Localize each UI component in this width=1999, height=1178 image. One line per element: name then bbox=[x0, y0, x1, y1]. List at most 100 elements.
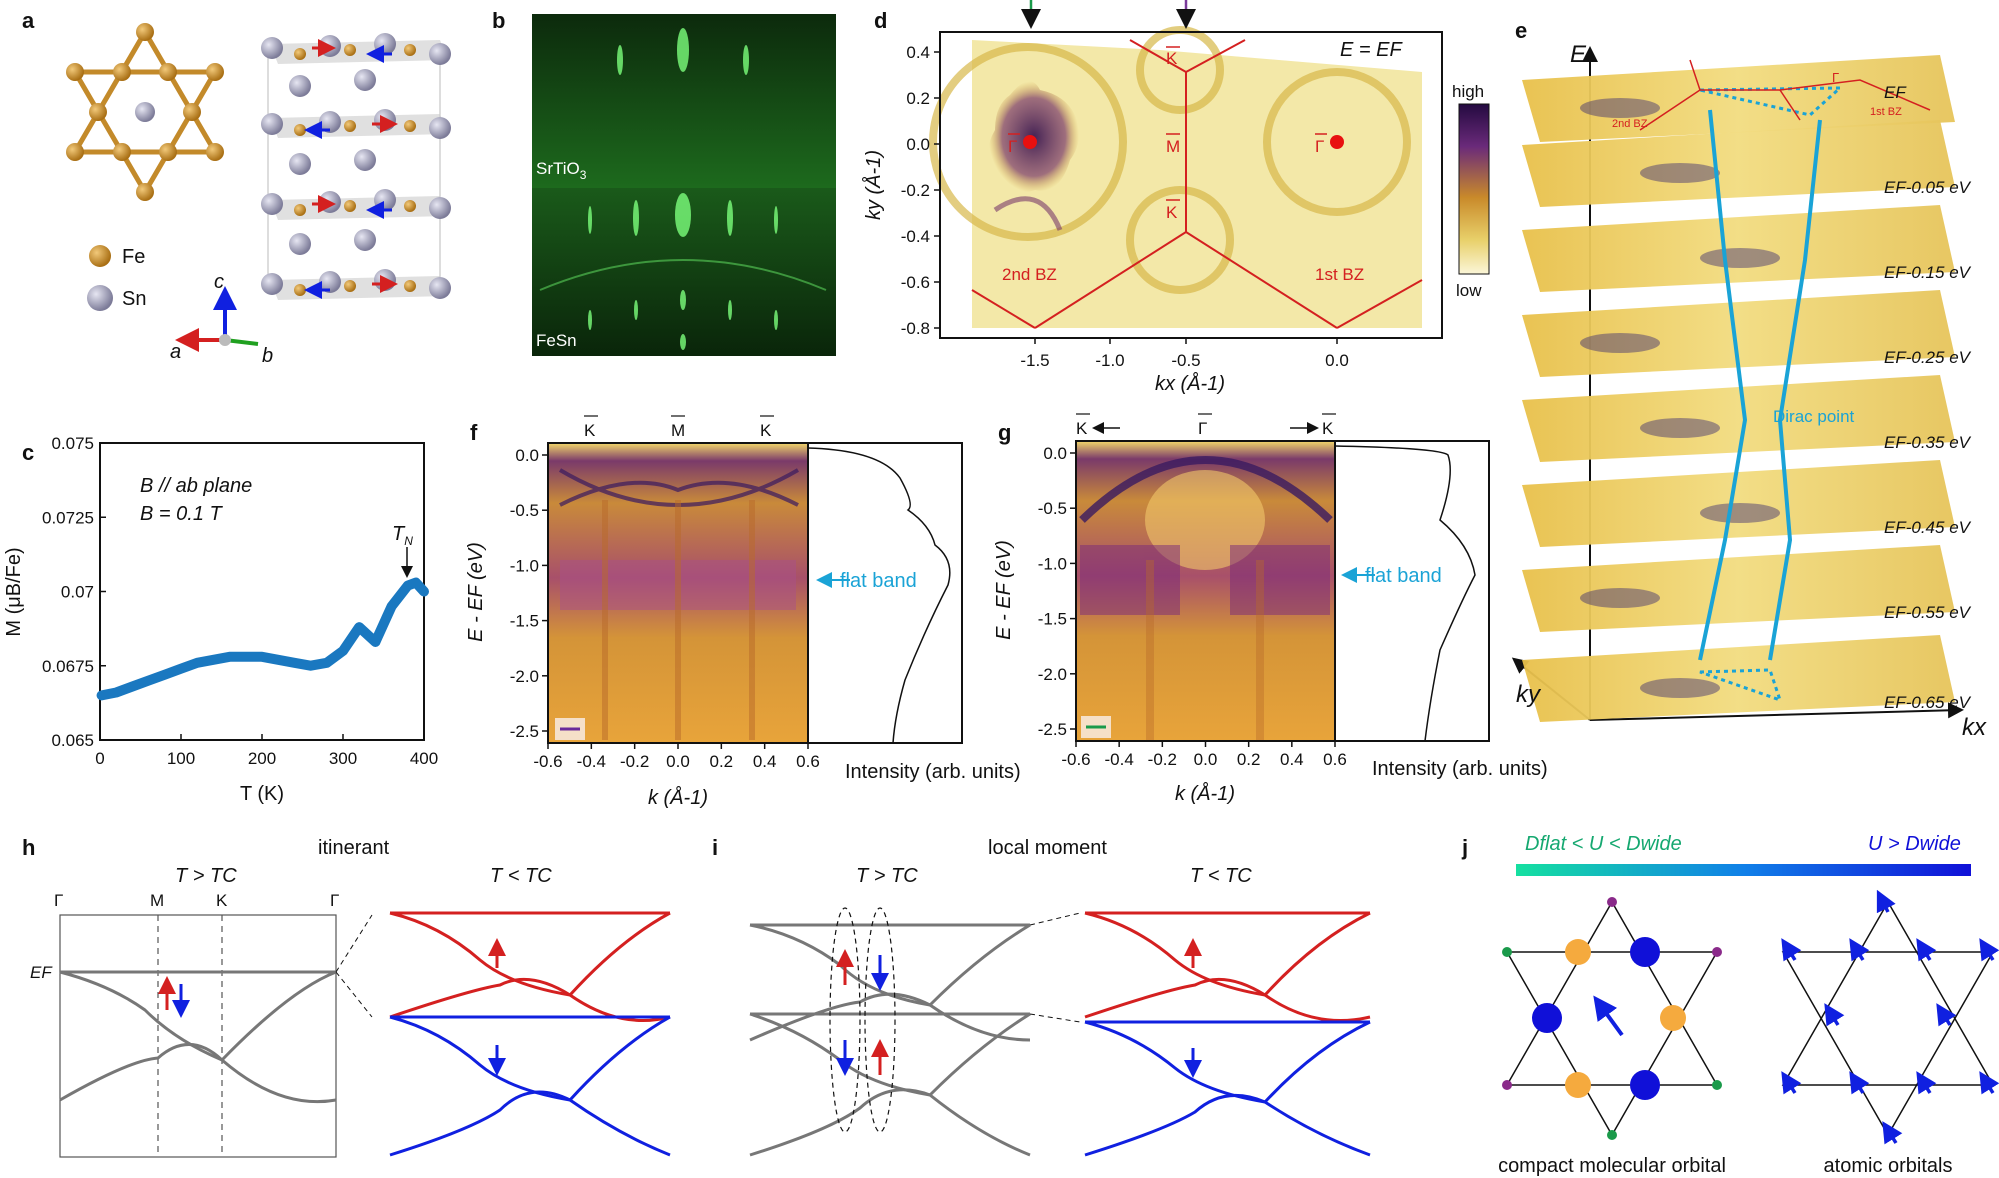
chart-c-series bbox=[96, 577, 429, 701]
kpoint-k: K bbox=[216, 891, 228, 910]
chart-d-ytick-label: -0.6 bbox=[901, 273, 930, 292]
svg-text:K: K bbox=[1076, 419, 1088, 438]
e-slice-feature bbox=[1580, 588, 1660, 608]
svg-text:2nd BZ: 2nd BZ bbox=[1002, 265, 1057, 284]
colorbar-low: low bbox=[1456, 281, 1482, 300]
chart-d-xtick-label: 0.0 bbox=[1325, 351, 1349, 370]
panel-letter-i: i bbox=[712, 835, 718, 860]
svg-text:K: K bbox=[1322, 419, 1334, 438]
bz-label-2nd: 2nd BZ bbox=[1612, 118, 1648, 130]
kpoint-m: M bbox=[150, 891, 164, 910]
chart-d-ylabel: ky (Å-1) bbox=[862, 150, 885, 220]
e-slice-label: EF-0.25 eV bbox=[1884, 348, 1972, 367]
chart-g-top-labels: K Γ K bbox=[1076, 413, 1336, 438]
panel-i-title: local moment bbox=[988, 837, 1107, 859]
chart-d-xtick-label: -1.5 bbox=[1020, 351, 1049, 370]
chart-d-ytick-label: -0.4 bbox=[901, 227, 930, 246]
chart-f-xtick-label: -0.4 bbox=[577, 752, 606, 771]
chart-g-xtick-label: 0.6 bbox=[1323, 750, 1347, 769]
e-slice bbox=[1522, 460, 1955, 547]
chart-g-xtick-label: -0.4 bbox=[1105, 750, 1134, 769]
chart-f-side-frame bbox=[807, 442, 963, 744]
kagome-lattice bbox=[70, 27, 220, 197]
axis-c-label: c bbox=[214, 271, 224, 293]
svg-text:K: K bbox=[1166, 49, 1178, 68]
svg-text:K: K bbox=[760, 421, 772, 440]
chart-d: K M K Γ Γ 2nd BZ 1st BZ -1.5 -1.0 -0.5 0.0 0… bbox=[862, 0, 1490, 395]
j-gradient-left: Dflat < U < Dwide bbox=[1525, 833, 1682, 855]
chart-f-ytick-label: -0.5 bbox=[510, 501, 539, 520]
chart-c-ytick-label: 0.075 bbox=[51, 434, 94, 453]
sn-legend-icon bbox=[87, 285, 113, 311]
fe-atoms bbox=[66, 23, 224, 201]
svg-text:K: K bbox=[1166, 203, 1178, 222]
e-slice-label: EF-0.45 eV bbox=[1884, 518, 1972, 537]
e-slice bbox=[1522, 545, 1955, 632]
chart-d-ticks: -1.5 -1.0 -0.5 0.0 0.4 0.2 0.0 -0.2 -0.4 -0.6 -0.8 bbox=[901, 43, 1349, 370]
axis-a-label: a bbox=[170, 341, 181, 363]
kpoint-gamma-1: Γ bbox=[54, 891, 63, 910]
e-slice-feature bbox=[1640, 678, 1720, 698]
axis-e-label: E bbox=[1570, 41, 1587, 68]
panel-i: local moment T > TC T < TC bbox=[749, 837, 1371, 1157]
edc-curve-g bbox=[1334, 445, 1476, 742]
chart-c-xtick-label: 300 bbox=[329, 749, 357, 768]
panel-letter-d: d bbox=[874, 8, 887, 33]
e-slice bbox=[1522, 120, 1955, 207]
chart-g-side-frame bbox=[1334, 440, 1490, 742]
chart-f-top-labels: K M K bbox=[584, 415, 774, 440]
e-slice bbox=[1522, 55, 1955, 142]
j-caption-left: compact molecular orbital bbox=[1498, 1155, 1726, 1177]
chart-f-xtick-label: 0.6 bbox=[796, 752, 820, 771]
panel-letter-b: b bbox=[492, 8, 505, 33]
chart-c-annotation-2: B = 0.1 T bbox=[140, 503, 223, 525]
chart-d-xtick-label: -0.5 bbox=[1171, 351, 1200, 370]
chart-c-xtick-label: 0 bbox=[95, 749, 104, 768]
chart-g-xtick-label: 0.0 bbox=[1194, 750, 1218, 769]
axes-triad bbox=[175, 286, 259, 352]
chart-c-tn-label: TN bbox=[392, 523, 413, 548]
e-slice-label: EF-0.15 eV bbox=[1884, 263, 1972, 282]
chart-g-xtick-label: 0.2 bbox=[1237, 750, 1261, 769]
chart-d-ytick-label: 0.0 bbox=[906, 135, 930, 154]
e-slice-label: EF-0.65 eV bbox=[1884, 693, 1972, 712]
fs-red-labels: K M K Γ Γ 2nd BZ 1st BZ bbox=[1002, 49, 1364, 284]
chart-c: 0 100 200 300 4000.0650.06750.070.07250.075 … bbox=[3, 434, 438, 805]
chart-g-xtick-label: -0.6 bbox=[1061, 750, 1090, 769]
e-slice-feature bbox=[1700, 503, 1780, 523]
chart-f-ytick-label: -1.0 bbox=[510, 556, 539, 575]
chart-c-ytick-label: 0.07 bbox=[61, 583, 94, 602]
chart-d-title: E = EF bbox=[1340, 39, 1403, 61]
panel-letter-g: g bbox=[998, 420, 1011, 445]
chart-g-xtick-label: 0.4 bbox=[1280, 750, 1304, 769]
fe-legend-label: Fe bbox=[122, 246, 145, 268]
sn-center-atom bbox=[135, 102, 155, 122]
rheed-label-fesn: FeSn bbox=[536, 331, 577, 350]
panel-i-sub2: T < TC bbox=[1190, 865, 1252, 887]
chart-g-xtick-label: -0.2 bbox=[1148, 750, 1177, 769]
svg-text:M: M bbox=[1166, 137, 1180, 156]
e-slice-label: EF-0.35 eV bbox=[1884, 433, 1972, 452]
axis-kx-label: kx bbox=[1962, 714, 1987, 741]
chart-f-side-label: Intensity (arb. units) bbox=[845, 761, 1021, 783]
chart-f-ytick-label: -2.5 bbox=[510, 722, 539, 741]
panel-e-stack: Dirac point E ky kx EF EF-0.05 eV EF-0.15 … bbox=[1511, 41, 1987, 741]
panel-letter-h: h bbox=[22, 835, 35, 860]
panel-j: Dflat < U < Dwide U > Dwide co bbox=[1498, 833, 1999, 1177]
j-caption-right: atomic orbitals bbox=[1824, 1155, 1953, 1177]
chart-f-xtick-label: -0.6 bbox=[533, 752, 562, 771]
kpoint-gamma-2: Γ bbox=[330, 891, 339, 910]
j-gradient-right: U > Dwide bbox=[1868, 833, 1961, 855]
chart-c-ylabel: M (μB/Fe) bbox=[3, 547, 25, 636]
chart-f: -0.6 -0.4 -0.2 0.0 0.2 0.4 0.6 0.0 -0.5 -1.0 -1.5 -… bbox=[465, 415, 1021, 809]
chart-c-ytick-label: 0.0725 bbox=[42, 508, 94, 527]
chart-f-ytick-label: -1.5 bbox=[510, 612, 539, 631]
rheed-images bbox=[532, 14, 836, 356]
chart-d-ytick-label: -0.8 bbox=[901, 319, 930, 338]
e-slice bbox=[1522, 635, 1955, 722]
panel-i-sub1: T > TC bbox=[856, 865, 918, 887]
chart-f-xtick-label: 0.4 bbox=[753, 752, 777, 771]
svg-text:Γ: Γ bbox=[1198, 419, 1207, 438]
chart-g-ytick-label: 0.0 bbox=[1043, 444, 1067, 463]
chart-f-xtick-label: 0.2 bbox=[710, 752, 734, 771]
